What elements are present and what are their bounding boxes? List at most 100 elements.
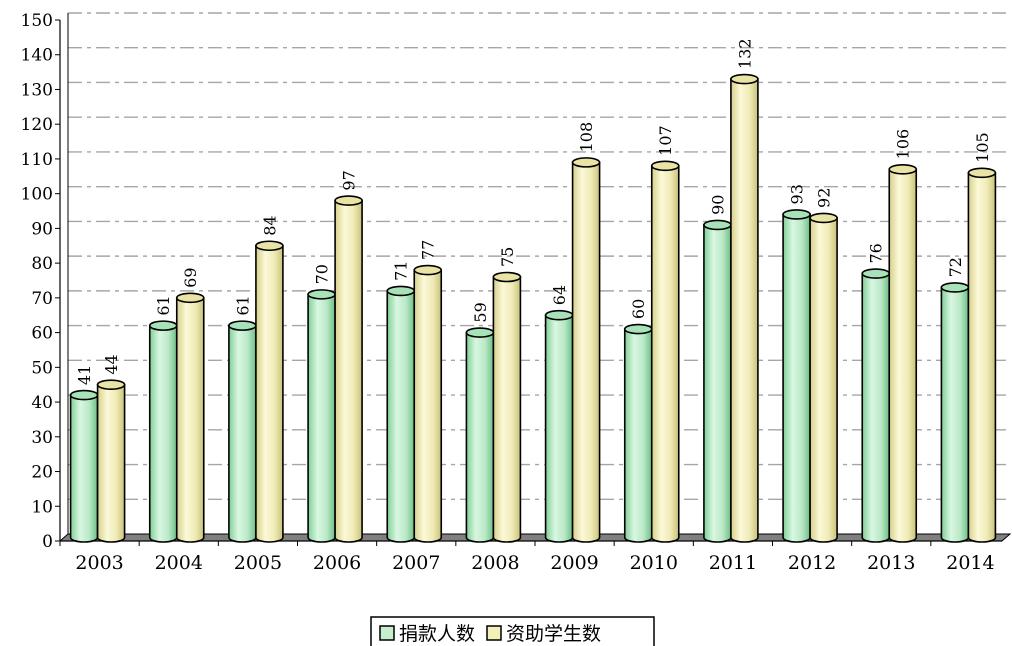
bar-students: [650, 160, 680, 543]
bar-cap: [730, 73, 759, 85]
bar-body: [228, 324, 257, 543]
bar-body: [730, 78, 759, 543]
bar-students: [967, 167, 997, 543]
bar-students: [492, 271, 522, 543]
bar-donors: [940, 282, 970, 543]
bar-donors: [228, 320, 257, 543]
bar-cap: [413, 264, 443, 276]
x-tick-label: 2014: [946, 552, 994, 574]
y-tick-label: 130: [21, 80, 53, 100]
bar-body: [782, 213, 811, 543]
data-label: 64: [550, 285, 569, 305]
legend-box: [370, 616, 655, 646]
bar-donors: [623, 323, 653, 543]
data-label: 97: [340, 170, 359, 190]
y-tick-label: 50: [31, 358, 53, 378]
data-label: 106: [894, 129, 913, 160]
x-tick-label: 2005: [234, 552, 282, 574]
data-label: 76: [867, 243, 886, 263]
bar-body: [386, 290, 416, 543]
y-tick-label: 120: [21, 115, 53, 135]
bar-cap: [861, 268, 891, 279]
x-tick-label: 2009: [550, 552, 598, 574]
bar-body: [465, 331, 495, 543]
bar-cap: [809, 212, 838, 224]
data-label: 41: [75, 365, 94, 385]
bar-body: [175, 297, 205, 543]
bar-body: [255, 244, 284, 543]
y-tick-label: 40: [31, 393, 53, 413]
data-label: 72: [946, 257, 965, 277]
bar-cap: [465, 327, 495, 338]
bar-students: [730, 73, 759, 543]
legend-label: 捐款人数: [399, 623, 475, 645]
y-tick-label: 30: [31, 428, 53, 448]
bar-body: [888, 168, 918, 543]
bar-students: [96, 379, 126, 543]
bar-body: [650, 165, 680, 543]
bar-body: [413, 269, 443, 543]
bar-cap: [386, 285, 416, 297]
data-label: 69: [181, 267, 200, 287]
bar-body: [148, 324, 178, 543]
y-tick-label: 140: [21, 46, 53, 66]
bar-cap: [228, 320, 257, 331]
bar-cap: [334, 195, 363, 206]
bar-body: [623, 328, 653, 543]
bar-body: [571, 161, 601, 543]
bar-body: [940, 286, 970, 543]
data-label: 92: [815, 188, 834, 208]
y-tick-label: 70: [31, 289, 53, 309]
y-tick-label: 80: [31, 254, 53, 274]
data-label: 59: [471, 302, 490, 322]
bar-cap: [307, 289, 336, 300]
data-label: 105: [973, 132, 992, 163]
y-tick-label: 100: [21, 185, 53, 205]
bar-cap: [492, 271, 522, 283]
bar-cap: [544, 309, 574, 321]
data-label: 61: [233, 295, 252, 315]
y-tick-label: 110: [21, 150, 53, 170]
bar-cap: [175, 292, 205, 304]
bar-donors: [465, 327, 495, 543]
bar-body: [96, 383, 126, 543]
y-tick-label: 10: [31, 497, 53, 517]
x-tick-label: 2007: [392, 552, 440, 574]
bar-body: [967, 172, 997, 543]
data-label: 70: [313, 264, 332, 284]
bar-students: [334, 195, 363, 543]
y-tick-label: 0: [42, 532, 53, 552]
bar-donors: [386, 285, 416, 543]
legend: 捐款人数 资助学生数: [370, 616, 655, 646]
x-tick-label: 2008: [471, 552, 519, 574]
data-label: 75: [498, 247, 517, 267]
bar-students: [809, 212, 838, 543]
bar-body: [69, 394, 99, 543]
y-tick-label: 90: [31, 219, 53, 239]
bar-cap: [650, 160, 680, 172]
bar-students: [175, 292, 205, 543]
bar-body: [809, 217, 838, 543]
bar-body: [861, 272, 891, 543]
x-tick-label: 2011: [709, 552, 757, 574]
data-label: 132: [735, 38, 754, 69]
data-label: 90: [708, 195, 727, 215]
x-tick-label: 2004: [155, 552, 203, 574]
bar-body: [334, 199, 363, 543]
x-tick-label: 2013: [867, 552, 915, 574]
legend-label: 资助学生数: [506, 623, 601, 645]
data-label: 71: [392, 261, 411, 281]
bar-cap: [255, 240, 284, 252]
data-label: 77: [419, 240, 438, 260]
legend-swatch: [379, 625, 395, 641]
x-tick-label: 2010: [630, 552, 678, 574]
bar-donors: [148, 320, 178, 543]
bar-donors: [703, 219, 732, 543]
bar-donors: [307, 289, 336, 543]
bar-cap: [571, 157, 601, 168]
bar-students: [888, 164, 918, 543]
data-label: 60: [629, 299, 648, 319]
bar-cap: [888, 164, 918, 175]
